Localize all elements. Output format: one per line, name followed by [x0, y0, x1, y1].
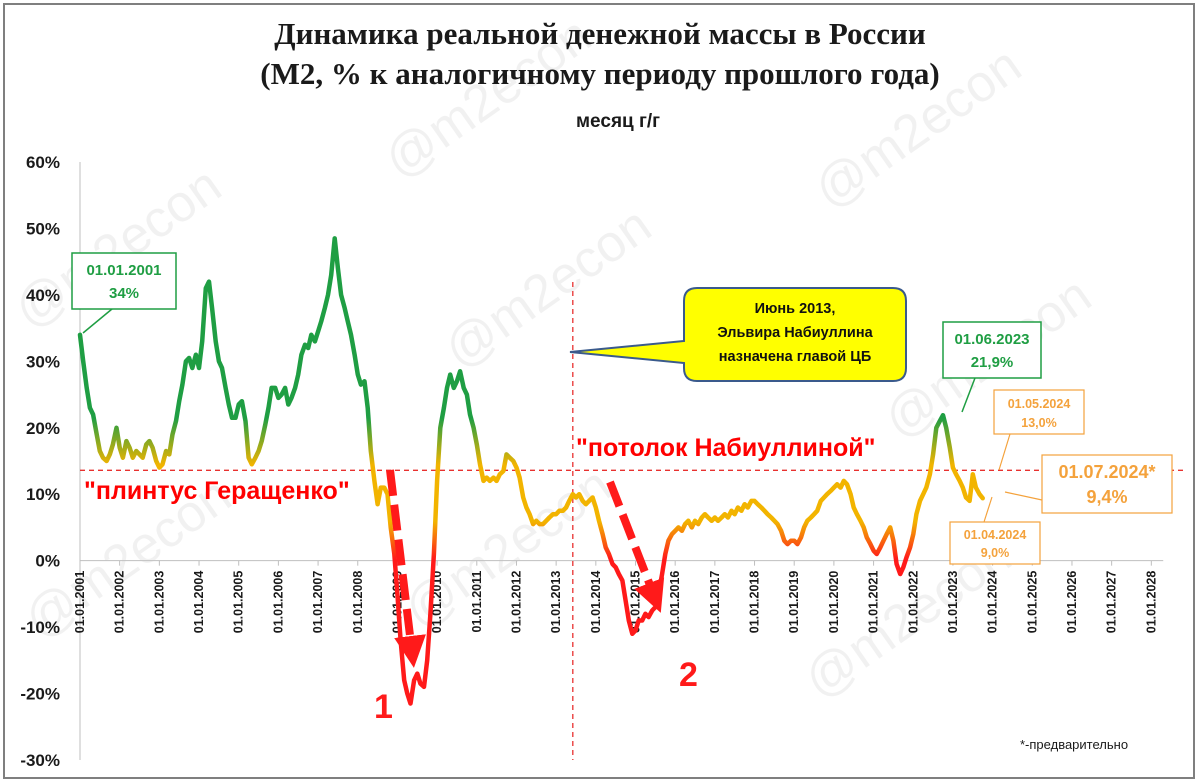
x-tick-label: 01.01.2007 [311, 571, 325, 634]
x-tick-label: 01.01.2027 [1105, 571, 1119, 634]
annotation-peak-value: 21,9% [971, 354, 1014, 371]
annotation-peak-2023: 01.06.2023 21,9% [942, 321, 1042, 413]
legend-label: месяц г/г [576, 111, 660, 132]
x-tick-label: 01.01.2001 [73, 571, 87, 634]
x-tick-label: 01.01.2028 [1144, 571, 1158, 634]
annotation-apr-2024: 01.04.2024 9,0% [949, 496, 1041, 565]
x-tick-label: 01.01.2019 [787, 571, 801, 634]
annotation-start-value: 34% [109, 285, 139, 302]
x-tick-label: 01.01.2018 [748, 571, 762, 634]
x-tick-label: 01.01.2021 [867, 571, 881, 634]
x-tick-label: 01.01.2014 [589, 571, 603, 634]
y-tick-label: 30% [26, 352, 60, 371]
callout-bubble [569, 287, 907, 382]
x-tick-label: 01.01.2002 [113, 571, 127, 634]
y-axis: 60% 50% 40% 30% 20% 10% 0% -10% -20% -30% [20, 153, 81, 770]
ceiling-label: "потолок Набиуллиной" [576, 434, 876, 462]
y-tick-label: 40% [26, 286, 60, 305]
y-tick-label: 10% [26, 485, 60, 504]
y-tick-label: 20% [26, 419, 60, 438]
watermark-3: @m2econ [804, 36, 1032, 220]
x-tick-label: 01.01.2013 [549, 571, 563, 634]
x-axis: 01.01.2001 01.01.2002 01.01.2003 01.01.2004… [73, 560, 1164, 634]
x-tick-label: 01.01.2024 [986, 571, 1000, 634]
annotation-may-date: 01.05.2024 [1008, 397, 1071, 411]
x-tick-label: 01.01.2008 [351, 571, 365, 634]
x-tick-label: 01.01.2005 [232, 571, 246, 634]
annotation-jul-2024: 01.07.2024* 9,4% [1004, 454, 1173, 514]
x-tick-label: 01.01.2026 [1065, 571, 1079, 634]
watermark-2: @m2econ [374, 6, 602, 190]
x-tick-label: 01.01.2011 [470, 571, 484, 633]
legend: месяц г/г [538, 111, 660, 132]
y-tick-label: -10% [20, 618, 60, 637]
annotation-may-value: 13,0% [1021, 416, 1056, 430]
y-tick-label: 0% [35, 552, 60, 571]
x-tick-label: 01.01.2022 [906, 571, 920, 634]
x-tick-label: 01.01.2020 [827, 571, 841, 634]
x-tick-label: 01.01.2006 [271, 571, 285, 634]
callout-line2: Эльвира Набиуллина [717, 325, 873, 341]
y-tick-label: 50% [26, 219, 60, 238]
callout-line3: назначена главой ЦБ [719, 349, 872, 365]
arrow-1 [386, 469, 426, 668]
footnote: *-предварительно [1020, 737, 1128, 752]
annotation-start: 01.01.2001 34% [71, 252, 177, 334]
x-tick-label: 01.01.2017 [708, 571, 722, 634]
annotation-apr-value: 9,0% [981, 546, 1010, 560]
annotation-jul-date: 01.07.2024* [1058, 462, 1155, 482]
callout-2013: Июнь 2013, Эльвира Набиуллина назначена … [569, 287, 907, 382]
x-tick-label: 01.01.2012 [509, 571, 523, 634]
x-tick-label: 01.01.2016 [668, 571, 682, 634]
watermark-7: @m2econ [394, 456, 622, 640]
annotation-may-2024: 01.05.2024 13,0% [993, 389, 1085, 471]
x-tick-label: 01.01.2003 [152, 571, 166, 634]
arrow-2-label: 2 [679, 656, 698, 694]
annotation-start-date: 01.01.2001 [86, 262, 161, 279]
chart-title-line2: (М2, % к аналогичному периоду прошлого г… [260, 56, 940, 91]
watermark-1: @m2econ [4, 156, 232, 340]
annotation-apr-date: 01.04.2024 [964, 528, 1027, 542]
y-tick-label: -30% [20, 751, 60, 770]
crisis-arrows: 1 2 [374, 469, 698, 726]
callout-line1: Июнь 2013, [755, 301, 836, 317]
annotation-peak-date: 01.06.2023 [954, 331, 1029, 348]
floor-label: "плинтус Геращенко" [84, 477, 350, 505]
chart-title-line1: Динамика реальной денежной массы в Росси… [274, 16, 926, 51]
y-tick-label: -20% [20, 685, 60, 704]
x-tick-label: 01.01.2025 [1025, 571, 1039, 634]
annotation-jul-value: 9,4% [1086, 487, 1127, 507]
arrow-1-label: 1 [374, 688, 393, 726]
series-line-m2 [77, 236, 985, 706]
y-tick-label: 60% [26, 153, 60, 172]
x-tick-label: 01.01.2023 [946, 571, 960, 634]
arrow-2 [606, 480, 665, 613]
x-tick-label: 01.01.2004 [192, 571, 206, 634]
